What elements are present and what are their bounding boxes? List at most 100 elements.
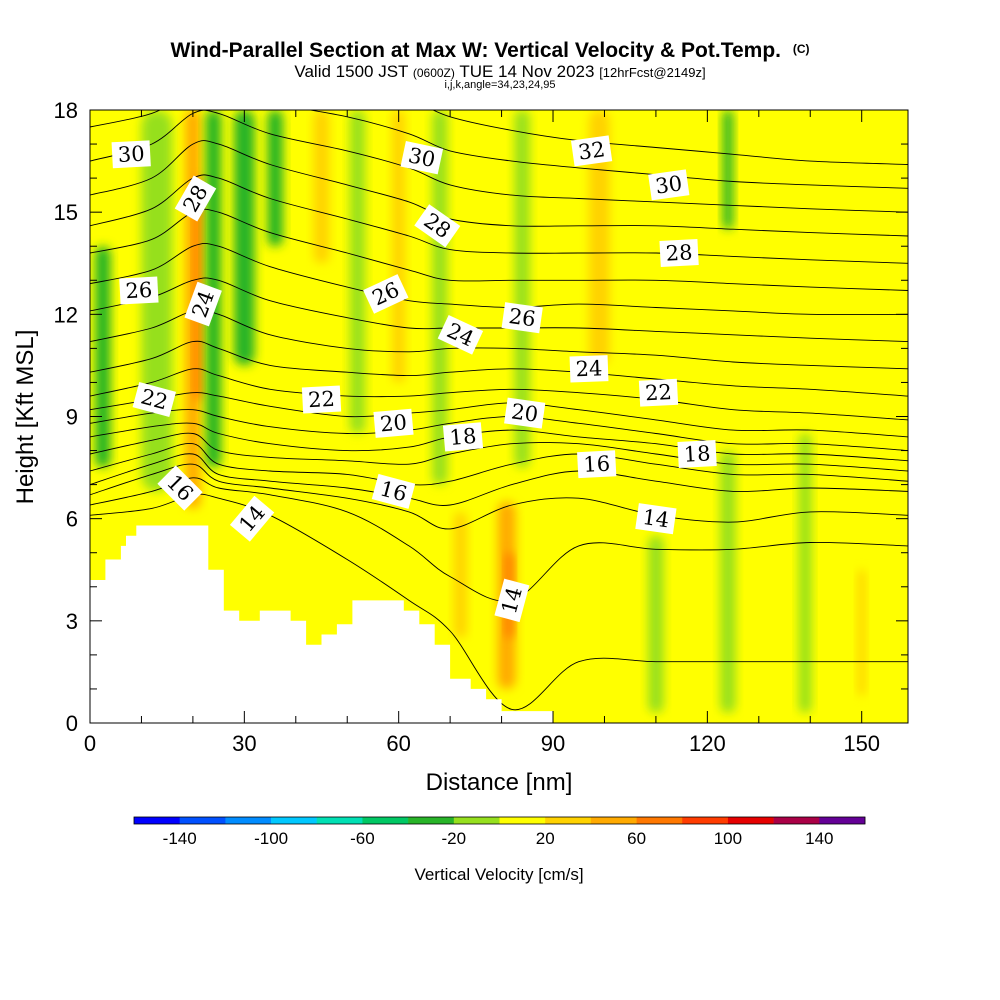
x-tick-label: 150 [843,731,880,756]
y-tick-label: 18 [54,98,78,123]
contour-label-box [111,140,151,169]
subtitle-date: TUE 14 Nov 2023 [459,62,594,81]
theta-contour-32 [431,110,908,165]
y-tick-label: 15 [54,200,78,225]
subtitle-fcst: [12hrFcst@2149z] [599,65,705,80]
w-region [349,110,366,434]
y-axis-label: Height [Kft MSL] [12,330,39,505]
contour-label-box [501,302,543,334]
colorbar-swatch [179,817,226,824]
contour-label-box [638,378,679,407]
terrain [90,525,553,723]
contour-label: 28 [174,175,217,222]
colorbar-swatch [636,817,683,824]
contour-label-box [229,495,275,542]
subtitle-utc: (0600Z) [413,66,455,80]
w-region [313,110,330,264]
w-region [234,110,255,366]
contour-label-box [677,440,717,468]
colorbar-swatch [682,817,729,824]
y-tick-label: 12 [54,302,78,327]
contour-label-text: 28 [665,240,693,265]
colorbar-tick-label: -20 [442,829,467,848]
colorbar-swatch [271,817,318,824]
y-tick-label: 0 [66,711,78,736]
colorbar-tick-label: -140 [163,829,197,848]
contour-label-box [659,239,699,267]
contour-label-box [437,314,484,355]
contour-label-box [577,450,617,479]
w-region [720,450,736,713]
contour-label-text: 30 [406,143,437,172]
theta-contour-18 [90,432,908,472]
contour-label: 18 [442,422,484,452]
w-region [392,110,406,383]
colorbar-frame [133,816,866,825]
theta-contour-23 [90,340,908,397]
contour-label-box [174,175,217,222]
subtitle-valid: Valid 1500 JST [294,62,408,81]
y-tick-label: 9 [66,405,78,430]
y-tick-label: 6 [66,507,78,532]
x-axis-label: Distance [nm] [426,769,573,796]
colorbar-swatch [408,817,455,824]
contour-label: 14 [635,503,677,535]
theta-contour-13 [90,493,908,710]
contour-label-text: 30 [117,142,145,167]
x-tick-label: 120 [689,731,726,756]
w-region [857,569,866,696]
colorbar-tick-label: -100 [254,829,288,848]
contour-label: 30 [111,140,151,169]
contour-label-text: 18 [449,424,478,450]
colorbar-swatch [134,817,180,824]
theta-contour-26 [90,242,908,316]
contour-label-box [157,465,203,511]
contour-label: 22 [301,385,342,414]
contour-label-text: 16 [583,452,611,477]
chart-title-mark: (C) [793,42,810,56]
theta-contour-31 [90,110,908,189]
contour-label: 16 [577,450,617,479]
contour-label-text: 18 [683,441,711,466]
contour-label-text: 32 [577,137,607,164]
contour-label: 18 [677,440,717,468]
w-region [798,433,812,713]
colorbar-swatch [727,817,774,824]
contour-label: 22 [638,378,679,407]
theta-contour-30 [90,110,908,213]
contour-label-text: 20 [510,399,540,426]
contour-label-text: 26 [125,278,153,303]
theta-contour-15 [90,463,908,530]
x-axis: 0 30 60 90 120 150 [84,110,880,756]
theta-contour-14 [90,477,908,602]
chart-subtitle: Valid 1500 JST (0600Z) TUE 14 Nov 2023 [… [294,62,705,81]
contour-label: 16 [371,473,416,509]
contour-label-box [504,397,546,429]
contour-label-text: 30 [654,171,684,198]
contour-label-box [442,422,484,452]
contour-label: 26 [119,276,159,305]
contour-label: 32 [570,135,613,167]
colorbar-label: Vertical Velocity [cm/s] [414,865,583,884]
colorbar-swatch [225,817,272,824]
contour-label: 20 [373,408,414,438]
colorbar-tick-label: 100 [714,829,742,848]
contour-label: 22 [132,382,177,417]
contour-label: 20 [504,397,546,429]
theta-contour-19 [90,422,908,462]
contour-label-box [301,385,342,414]
colorbar-tick-label: -60 [350,829,375,848]
w-region [267,110,283,247]
colorbar-swatch [590,817,637,824]
contour-label-box [373,408,414,438]
colorbar-tick-label: 20 [536,829,555,848]
contour-label-text: 20 [379,410,408,436]
w-region [589,110,610,366]
w-region [514,110,530,468]
contour-label: 26 [501,302,543,334]
colorbar-swatch [773,817,820,824]
contour-label-box [184,281,222,327]
contour-label-box [648,169,690,201]
contour-label-box [570,135,613,167]
